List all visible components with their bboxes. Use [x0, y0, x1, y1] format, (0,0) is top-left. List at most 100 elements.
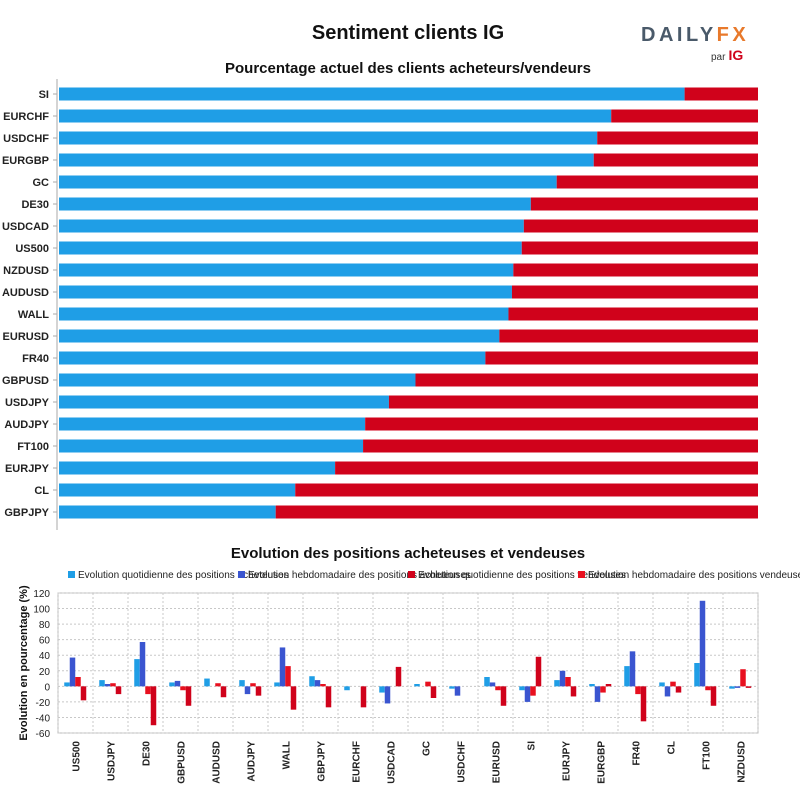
buy-bar [59, 483, 296, 497]
sell-bar [365, 417, 758, 431]
series-0-bar [449, 686, 455, 689]
buy-bar [59, 351, 486, 365]
category-label: EURGBP [2, 155, 49, 167]
sell-bar [363, 439, 758, 453]
x-category-label: EURUSD [492, 741, 503, 783]
series-2-bar [180, 686, 186, 691]
series-2-bar [670, 681, 676, 687]
series-1-bar [699, 600, 706, 687]
series-2-bar [75, 677, 81, 687]
legend-label: Evolution hebdomadaire des positions ven… [588, 570, 800, 581]
series-3-bar [535, 656, 542, 687]
chart2-title: Evolution des positions acheteuses et ve… [230, 545, 586, 562]
sell-bar [508, 307, 758, 321]
legend-item: Evolution quotidienne des positions vend… [408, 570, 626, 581]
series-2-bar [110, 683, 116, 687]
series-3-bar [220, 686, 227, 698]
legend-item: Evolution hebdomadaire des positions ach… [238, 570, 471, 581]
x-category-label: GBPUSD [177, 741, 188, 784]
series-3-bar [185, 686, 192, 706]
sell-bar [415, 373, 758, 387]
series-0-bar [274, 682, 280, 687]
category-label: WALL [18, 309, 49, 321]
category-label: FT100 [17, 441, 49, 453]
series-2-bar [145, 686, 151, 695]
series-2-bar [320, 684, 326, 687]
y-tick-label: 120 [33, 589, 50, 600]
series-3-bar [605, 684, 612, 687]
series-3-bar [570, 686, 577, 697]
series-3-bar [395, 666, 402, 687]
x-category-label: EURCHF [352, 741, 363, 783]
y-tick-label: 40 [39, 651, 51, 662]
series-2-bar [635, 686, 641, 695]
x-category-label: NZDUSD [737, 741, 748, 783]
logo-wordmark: DAILYFX [641, 24, 750, 46]
x-category-label: FR40 [632, 741, 643, 766]
legend-swatch [68, 571, 75, 578]
series-2-bar [565, 677, 571, 687]
sell-bar [511, 285, 758, 299]
x-category-label: GBPJPY [317, 741, 328, 782]
series-3-bar [710, 686, 717, 706]
x-category-label: US500 [72, 741, 83, 772]
y-tick-label: 60 [39, 636, 51, 647]
dailyfx-logo: DAILYFX par IG [641, 24, 751, 64]
series-0-bar [239, 680, 245, 687]
sell-bar [521, 241, 758, 255]
series-0-bar [309, 676, 315, 687]
series-3-bar [115, 686, 122, 695]
y-tick-label: 0 [44, 682, 50, 693]
buy-bar [59, 461, 336, 475]
x-category-label: CL [667, 741, 678, 754]
legend-swatch [238, 571, 245, 578]
buy-bar [59, 439, 364, 453]
buy-bar [59, 417, 366, 431]
buy-bar [59, 109, 612, 123]
series-3-bar [675, 686, 682, 693]
series-3-bar [80, 686, 87, 701]
series-2-bar [250, 683, 256, 687]
sell-bar [556, 175, 758, 189]
x-category-label: USDCAD [387, 741, 398, 784]
series-2-bar [425, 681, 431, 687]
x-category-label: USDCHF [457, 741, 468, 783]
series-0-bar [729, 686, 735, 689]
series-0-bar [344, 686, 350, 691]
series-2-bar [600, 686, 606, 693]
sell-bar [275, 505, 758, 519]
category-label: GBPJPY [4, 507, 49, 519]
series-2-bar [705, 686, 711, 691]
series-3-bar [500, 686, 507, 706]
buy-bar [59, 329, 500, 343]
series-0-bar [659, 682, 665, 687]
buy-bar [59, 175, 557, 189]
x-category-label: EURGBP [597, 741, 608, 784]
legend-swatch [578, 571, 585, 578]
category-label: NZDUSD [3, 265, 49, 277]
x-category-label: USDJPY [107, 741, 118, 781]
logo-byline: par IG [711, 47, 744, 63]
legend-label: Evolution quotidienne des positions ache… [78, 570, 289, 581]
series-0-bar [624, 666, 630, 687]
legend-label: Evolution hebdomadaire des positions ach… [248, 570, 471, 581]
series-2-bar [740, 669, 746, 687]
category-label: FR40 [22, 353, 49, 365]
legend-label: Evolution quotidienne des positions vend… [418, 570, 626, 581]
x-category-label: AUDUSD [212, 741, 223, 784]
category-label: EURJPY [5, 463, 50, 475]
series-3-bar [745, 686, 752, 688]
category-label: CL [34, 485, 49, 497]
buy-bar [59, 285, 512, 299]
series-1-bar [244, 686, 251, 695]
buy-bar [59, 197, 531, 211]
y-tick-label: 100 [33, 605, 50, 616]
series-2-bar [215, 683, 221, 687]
series-1-bar [174, 680, 181, 687]
buy-bar [59, 241, 522, 255]
y-tick-label: -40 [36, 713, 51, 724]
series-0-bar [484, 677, 490, 687]
series-3-bar [255, 686, 262, 696]
series-3-bar [640, 686, 647, 722]
